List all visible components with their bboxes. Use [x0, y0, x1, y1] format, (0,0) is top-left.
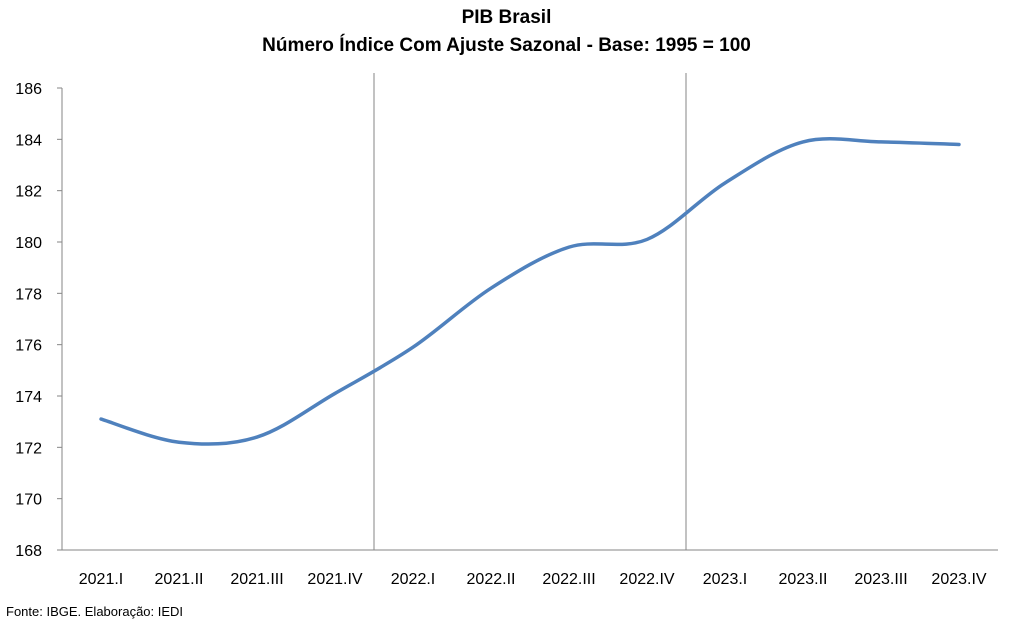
x-tick-label: 2023.IV — [931, 571, 986, 588]
year-separators — [373, 73, 687, 550]
y-tick-label: 186 — [15, 81, 42, 98]
x-tick-label: 2021.II — [155, 571, 204, 588]
y-tick-label: 174 — [15, 389, 42, 406]
x-axis: 2021.I 2021.II 2021.III 2021.IV 2022.I 2022.I… — [62, 549, 998, 588]
x-tick-label: 2022.III — [542, 571, 595, 588]
y-axis: 168 170 172 174 176 178 180 182 184 186 — [15, 81, 63, 560]
x-tick-label: 2022.II — [467, 571, 516, 588]
y-tick-label: 184 — [15, 132, 42, 149]
x-tick-label: 2021.III — [230, 571, 283, 588]
series-line-pib — [99, 137, 961, 446]
y-tick-label: 180 — [15, 235, 42, 252]
y-tick-label: 178 — [15, 286, 42, 303]
x-tick-label: 2023.I — [703, 571, 747, 588]
y-tick-label: 182 — [15, 184, 42, 201]
x-tick-label: 2022.I — [391, 571, 435, 588]
x-tick-label: 2023.II — [779, 571, 828, 588]
y-tick-label: 170 — [15, 492, 42, 509]
x-tick-label: 2021.IV — [307, 571, 362, 588]
source-note: Fonte: IBGE. Elaboração: IEDI — [6, 604, 184, 619]
x-tick-label: 2021.I — [79, 571, 123, 588]
y-tick-label: 168 — [15, 543, 42, 560]
chart-title: PIB Brasil — [461, 7, 552, 28]
y-tick-label: 172 — [15, 440, 42, 457]
x-tick-label: 2022.IV — [619, 571, 674, 588]
x-tick-label: 2023.III — [854, 571, 907, 588]
y-tick-label: 176 — [15, 338, 42, 355]
chart-subtitle: Número Índice Com Ajuste Sazonal - Base:… — [262, 35, 751, 56]
